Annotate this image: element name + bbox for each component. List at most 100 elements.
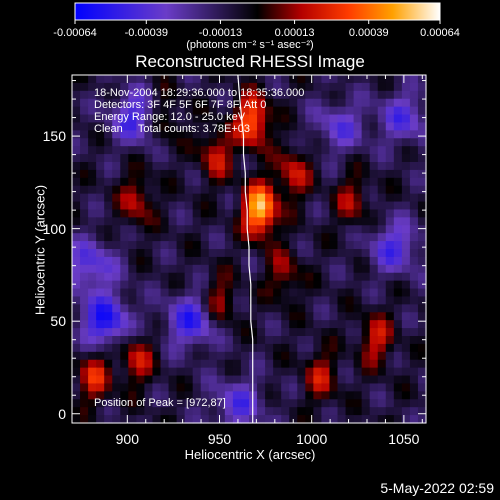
heatmap-cell <box>393 391 403 400</box>
heatmap-cell <box>249 415 258 424</box>
heatmap-cell <box>112 154 121 163</box>
heatmap-cell <box>249 375 258 385</box>
heatmap-cell <box>329 201 339 211</box>
heatmap-cell <box>305 296 314 305</box>
heatmap-cell <box>321 399 331 408</box>
heatmap-cell <box>224 162 234 171</box>
colorbar-tick-label: -0.00013 <box>198 27 243 39</box>
heatmap-cell <box>353 256 363 266</box>
heatmap-cell <box>337 201 347 211</box>
heatmap-cell <box>409 312 419 321</box>
heatmap-cell <box>409 336 419 345</box>
heatmap-cell <box>305 233 314 242</box>
heatmap-cell <box>337 146 347 155</box>
heatmap-cell <box>72 209 81 218</box>
heatmap-cell <box>281 169 290 179</box>
heatmap-cell <box>265 162 274 171</box>
heatmap-cell <box>240 272 250 282</box>
heatmap-cell <box>80 375 89 385</box>
heatmap-cell <box>417 328 427 337</box>
heatmap-cell <box>249 399 258 408</box>
heatmap-cell <box>369 233 379 242</box>
heatmap-cell <box>297 185 306 195</box>
heatmap-cell <box>96 225 105 234</box>
heatmap-cell <box>401 415 411 424</box>
heatmap-cell <box>192 90 202 100</box>
heatmap-cell <box>417 280 427 290</box>
heatmap-cell <box>224 256 234 266</box>
heatmap-cell <box>313 217 323 226</box>
heatmap-cell <box>72 225 81 234</box>
heatmap-cell <box>72 169 81 179</box>
heatmap-cell <box>337 106 347 116</box>
heatmap-cell <box>80 367 89 377</box>
heatmap-cell <box>232 272 242 282</box>
heatmap-cell <box>281 320 290 329</box>
heatmap-cell <box>329 328 339 337</box>
heatmap-cell <box>273 375 282 385</box>
heatmap-cell <box>120 106 129 116</box>
heatmap-cell <box>112 209 121 218</box>
heatmap-cell <box>96 154 105 163</box>
heatmap-cell <box>257 106 266 116</box>
heatmap-cell <box>273 383 282 392</box>
heatmap-cell <box>200 249 210 258</box>
heatmap-cell <box>289 233 298 242</box>
heatmap-cell <box>160 320 170 329</box>
heatmap-cell <box>136 320 146 329</box>
heatmap-cell <box>385 82 395 92</box>
heatmap-cell <box>393 193 403 203</box>
heatmap-cell <box>152 82 162 92</box>
heatmap-cell <box>337 407 347 416</box>
heatmap-cell <box>369 359 379 369</box>
heatmap-cell <box>409 375 419 385</box>
heatmap-cell <box>281 256 290 266</box>
heatmap-cell <box>257 359 266 369</box>
heatmap-cell <box>369 241 379 250</box>
heatmap-cell <box>281 154 290 163</box>
heatmap-cell <box>337 375 347 385</box>
heatmap-cell <box>337 320 347 329</box>
heatmap-cell <box>96 383 105 392</box>
heatmap-cell <box>393 336 403 345</box>
heatmap-cell <box>88 146 97 155</box>
heatmap-cell <box>377 233 387 242</box>
heatmap-cell <box>176 304 186 313</box>
heatmap-cell <box>385 367 395 377</box>
heatmap-cell <box>216 154 226 163</box>
heatmap-cell <box>224 343 234 353</box>
heatmap-cell <box>88 367 97 377</box>
heatmap-cell <box>289 114 298 124</box>
heatmap-cell <box>112 241 121 250</box>
heatmap-cell <box>160 328 170 337</box>
heatmap-cell <box>401 146 411 155</box>
heatmap-cell <box>128 375 137 385</box>
heatmap-cell <box>393 304 403 313</box>
heatmap-cell <box>128 130 137 139</box>
heatmap-cell <box>265 280 274 290</box>
heatmap-cell <box>265 343 274 353</box>
heatmap-cell <box>120 367 129 377</box>
heatmap-cell <box>216 296 226 305</box>
heatmap-cell <box>208 367 218 377</box>
heatmap-cell <box>393 415 403 424</box>
heatmap-cell <box>345 351 355 361</box>
heatmap-cell <box>273 336 282 345</box>
heatmap-cell <box>329 312 339 321</box>
heatmap-cell <box>104 90 113 100</box>
heatmap-cell <box>329 106 339 116</box>
heatmap-cell <box>265 359 274 369</box>
heatmap-cell <box>321 169 331 179</box>
heatmap-cell <box>112 272 121 282</box>
heatmap-cell <box>289 193 298 203</box>
heatmap-cell <box>104 193 113 203</box>
heatmap-cell <box>216 328 226 337</box>
heatmap-cell <box>144 407 154 416</box>
heatmap-cell <box>144 98 154 108</box>
heatmap-cell <box>224 415 234 424</box>
heatmap-cell <box>385 383 395 392</box>
heatmap-cell <box>313 169 323 179</box>
heatmap-cell <box>337 225 347 234</box>
heatmap-cell <box>72 415 81 424</box>
heatmap-cell <box>144 169 154 179</box>
